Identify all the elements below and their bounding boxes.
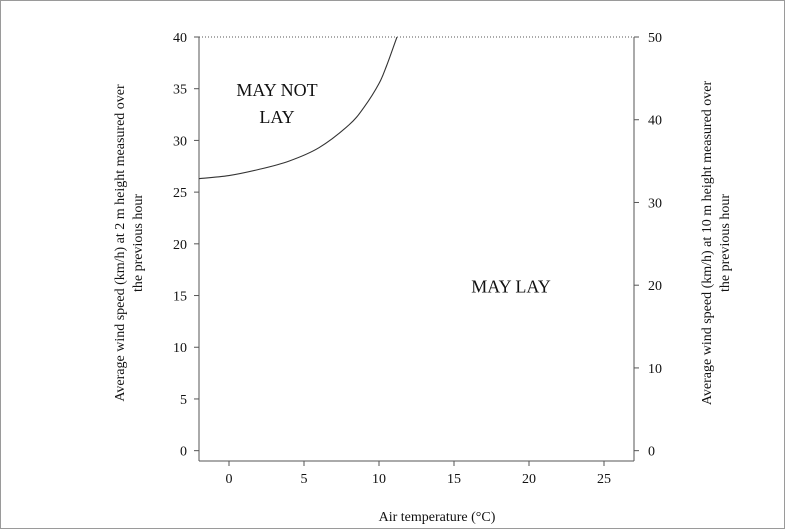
y-axis-right-title-line-2: the previous hour bbox=[718, 194, 733, 292]
y-right-tick-label: 20 bbox=[648, 279, 662, 294]
x-tick-label: 10 bbox=[372, 472, 386, 487]
y-left-tick-label: 30 bbox=[173, 134, 187, 149]
y-left-tick-label: 25 bbox=[173, 186, 187, 201]
y-right-tick-label: 50 bbox=[648, 31, 662, 46]
y-right-tick-label: 10 bbox=[648, 362, 662, 377]
region-label: MAY LAY bbox=[471, 276, 551, 296]
plot-area bbox=[198, 36, 635, 462]
y-axis-left-title-line-1: Average wind speed (km/h) at 2 m height … bbox=[113, 84, 128, 402]
series-layer bbox=[198, 36, 398, 180]
x-tick-label: 15 bbox=[447, 472, 461, 487]
y-right-tick-label: 0 bbox=[648, 445, 655, 460]
y-left-tick-label: 5 bbox=[180, 393, 187, 408]
x-tick-label: 0 bbox=[226, 472, 233, 487]
y-left-tick-label: 0 bbox=[180, 445, 187, 460]
region-label: MAY NOT bbox=[236, 80, 317, 100]
x-tick-label: 5 bbox=[301, 472, 308, 487]
y-left-tick-label: 15 bbox=[173, 290, 187, 305]
x-axis: 0 5 10 15 20 25 bbox=[226, 461, 611, 487]
y-axis-left-title-line-2: the previous hour bbox=[131, 194, 146, 292]
y-left-tick-label: 10 bbox=[173, 341, 187, 356]
y-left-tick-label: 20 bbox=[173, 238, 187, 253]
annotations-layer: MAY NOT LAY MAY LAY bbox=[236, 80, 550, 296]
region-label: LAY bbox=[259, 107, 294, 127]
y-axis-right: 0 10 20 30 40 50 bbox=[634, 31, 662, 460]
y-left-tick-label: 35 bbox=[173, 83, 187, 98]
y-left-tick-label: 40 bbox=[173, 31, 187, 46]
boundary-curve bbox=[198, 36, 398, 180]
x-tick-label: 20 bbox=[522, 472, 536, 487]
y-right-tick-label: 40 bbox=[648, 114, 662, 129]
y-axis-left: 0 5 10 15 20 25 30 35 40 bbox=[173, 31, 199, 460]
x-tick-label: 25 bbox=[597, 472, 611, 487]
y-axis-right-title-line-1: Average wind speed (km/h) at 10 m height… bbox=[700, 80, 715, 405]
x-axis-title: Air temperature (°C) bbox=[379, 510, 496, 525]
y-right-tick-label: 30 bbox=[648, 196, 662, 211]
